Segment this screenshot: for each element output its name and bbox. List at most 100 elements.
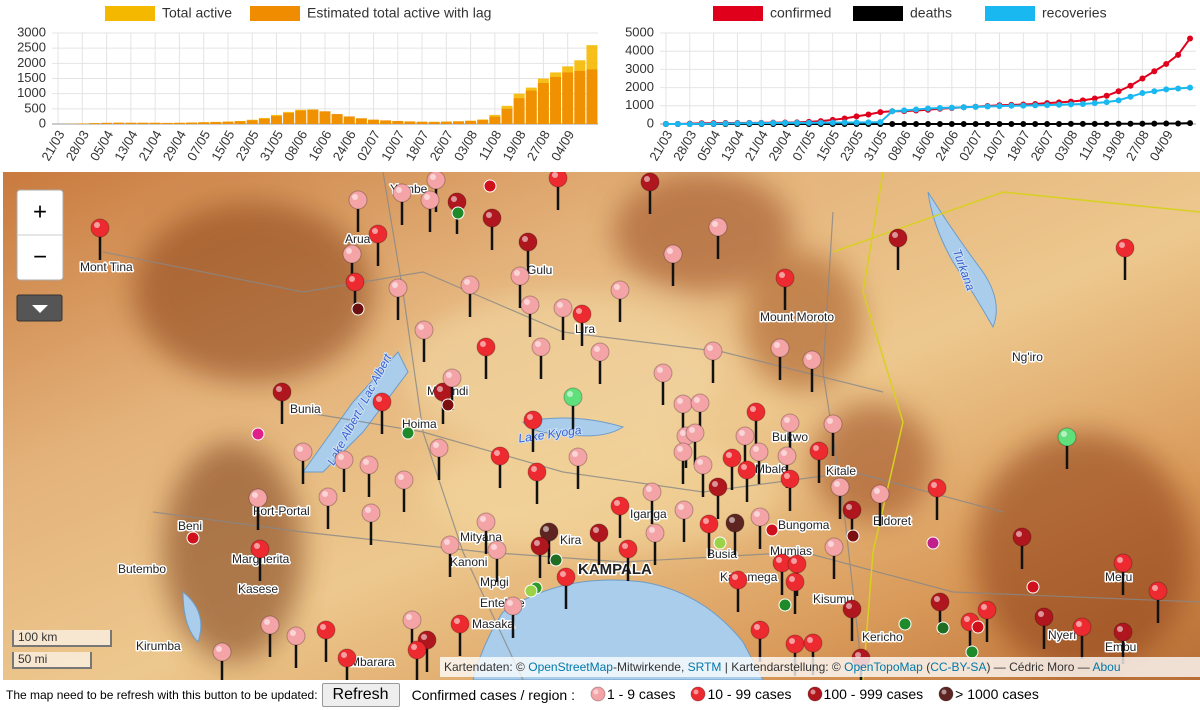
pin-shine xyxy=(1117,557,1123,563)
bar xyxy=(562,72,574,124)
pin-head xyxy=(888,228,908,248)
pin-head xyxy=(728,570,748,590)
pin-head xyxy=(725,513,745,533)
point xyxy=(936,121,943,127)
x-tick-label: 28/03 xyxy=(63,128,92,164)
y-tick-label: 2000 xyxy=(17,55,46,70)
pin-shine xyxy=(338,454,344,460)
marker-dot xyxy=(778,598,792,612)
x-tick-label: 21/04 xyxy=(742,128,771,164)
legend-dot xyxy=(690,686,706,701)
attribution-link[interactable]: Abou xyxy=(1092,660,1121,674)
zoom-out[interactable]: − xyxy=(33,243,47,270)
pin-head xyxy=(830,477,850,497)
x-tick-label: 31/05 xyxy=(861,128,890,164)
point xyxy=(746,120,753,127)
pin-shine xyxy=(827,418,833,424)
scale-mi: 50 mi xyxy=(12,652,92,669)
bar xyxy=(537,83,549,124)
pin-head xyxy=(563,387,583,407)
pin-head xyxy=(775,268,795,288)
pin-shine xyxy=(421,634,427,640)
place-label: Ng'iro xyxy=(1012,350,1043,364)
pin-shine xyxy=(576,308,582,314)
pin-shine xyxy=(729,517,735,523)
bar xyxy=(101,122,113,124)
bar xyxy=(307,109,319,124)
place-label: Kakamega xyxy=(720,570,778,584)
pin-shine xyxy=(376,396,382,402)
point xyxy=(1175,85,1182,92)
pin-head xyxy=(250,539,270,559)
point xyxy=(1127,93,1134,100)
x-tick-label: 13/04 xyxy=(718,128,747,164)
pin-shine xyxy=(846,504,852,510)
pin-head xyxy=(785,572,805,592)
attribution-link[interactable]: OpenTopoMap xyxy=(844,660,923,674)
pin-shine xyxy=(934,596,940,602)
pin-head xyxy=(787,554,807,574)
attribution-link[interactable]: CC-BY-SA xyxy=(930,660,987,674)
zoom-in[interactable]: + xyxy=(33,198,47,225)
legend-label: confirmed xyxy=(770,5,831,21)
bar xyxy=(210,122,222,124)
point xyxy=(936,104,943,111)
place-label: Masaka xyxy=(472,617,514,631)
pin-head xyxy=(653,363,673,383)
legend-swatch xyxy=(250,6,300,21)
marker-dot xyxy=(401,426,415,440)
pin-head xyxy=(750,620,770,640)
place-label: Mbarara xyxy=(350,655,395,669)
pin-head xyxy=(531,337,551,357)
pin-head xyxy=(520,295,540,315)
legend-icon xyxy=(690,686,706,701)
pin-shine xyxy=(557,302,563,308)
place-label: Embu xyxy=(1105,640,1136,654)
refresh-button[interactable]: Refresh xyxy=(321,683,400,707)
point xyxy=(1151,120,1158,127)
point xyxy=(1127,120,1134,127)
attribution-link[interactable]: OpenStreetMap xyxy=(528,660,613,674)
pin-shine xyxy=(813,445,819,451)
point xyxy=(1139,75,1146,82)
pin-shine xyxy=(807,637,813,643)
pin-shine xyxy=(846,603,852,609)
pin-head xyxy=(548,172,568,188)
pin-shine xyxy=(781,450,787,456)
x-tick-label: 04/09 xyxy=(548,128,577,164)
bar xyxy=(416,121,428,124)
x-tick-label: 05/04 xyxy=(694,128,723,164)
pin-head xyxy=(842,599,862,619)
pin-shine xyxy=(754,511,760,517)
attribution-link[interactable]: SRTM xyxy=(687,660,722,674)
bar xyxy=(173,122,185,124)
pin-head xyxy=(780,469,800,489)
point xyxy=(770,119,777,126)
pin-head xyxy=(610,280,630,300)
point xyxy=(1187,84,1194,91)
point xyxy=(1115,88,1122,95)
pin-shine xyxy=(789,576,795,582)
pin-head xyxy=(318,487,338,507)
pin-shine xyxy=(322,491,328,497)
pin-shine xyxy=(779,272,785,278)
point xyxy=(1139,120,1146,127)
pin-head xyxy=(674,500,694,520)
scale-km: 100 km xyxy=(12,630,112,647)
point xyxy=(686,121,693,127)
point xyxy=(1139,90,1146,97)
pin-shine xyxy=(363,459,369,465)
marker-dot xyxy=(926,536,940,550)
pin-shine xyxy=(349,276,355,282)
point xyxy=(1091,95,1098,102)
x-tick-label: 03/08 xyxy=(1051,128,1080,164)
point xyxy=(996,103,1003,110)
pin-head xyxy=(802,350,822,370)
pin-shine xyxy=(754,624,760,630)
legend-item: 10 - 99 cases xyxy=(689,685,792,703)
x-tick-label: 27/08 xyxy=(1123,128,1152,164)
pin-head xyxy=(673,394,693,414)
x-tick-label: 07/05 xyxy=(789,128,818,164)
attribution-text: | Kartendarstellung: © xyxy=(721,660,845,674)
pin-head xyxy=(1072,617,1092,637)
